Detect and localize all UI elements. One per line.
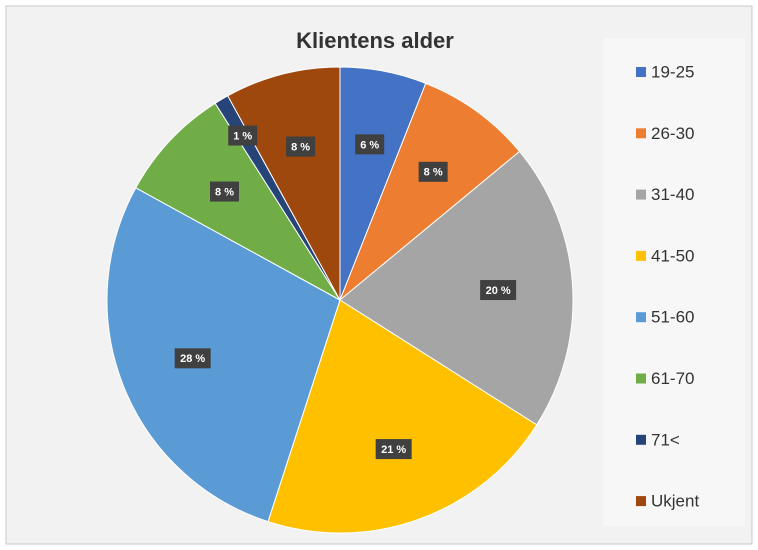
pie-slice (135, 102, 341, 301)
data-label: 20 % (486, 285, 511, 297)
pie-slice (339, 82, 521, 301)
legend-swatch (636, 373, 646, 384)
data-label-box (418, 161, 448, 182)
data-label-box (480, 280, 517, 301)
legend-label: 26-30 (651, 124, 694, 143)
legend-swatch (636, 312, 646, 323)
data-label: 8 % (215, 186, 234, 198)
legend-label: 51-60 (651, 308, 694, 327)
legend-label: 41-50 (651, 246, 694, 265)
data-label: 8 % (424, 167, 443, 179)
legend-swatch (636, 67, 646, 77)
pie-slice (106, 187, 341, 523)
legend-label: 19-25 (651, 62, 694, 81)
data-label: 6 % (360, 139, 379, 151)
data-label: 1 % (233, 130, 252, 142)
legend-swatch (636, 250, 646, 261)
data-label-box (174, 348, 211, 369)
data-label-box (375, 439, 412, 460)
data-label-box (286, 136, 316, 157)
data-label-box (228, 125, 258, 146)
pie-slice (227, 66, 341, 301)
legend-swatch (636, 434, 646, 445)
data-label-box (210, 181, 240, 202)
pie-slice (339, 150, 574, 426)
legend-panel (603, 38, 745, 526)
legend-swatch (636, 128, 646, 139)
legend-label: 31-40 (651, 185, 694, 204)
legend-swatch (636, 189, 646, 200)
data-label: 21 % (381, 444, 406, 456)
legend-swatch (636, 496, 646, 507)
chart-title: Klientens alder (296, 28, 454, 53)
legend-label: 61-70 (651, 369, 694, 388)
data-label: 8 % (291, 141, 310, 153)
legend-label: 71< (651, 430, 680, 449)
data-label: 28 % (180, 353, 205, 365)
data-label-box (355, 134, 385, 155)
legend-label: Ukjent (651, 492, 699, 511)
pie-slice (267, 299, 538, 534)
